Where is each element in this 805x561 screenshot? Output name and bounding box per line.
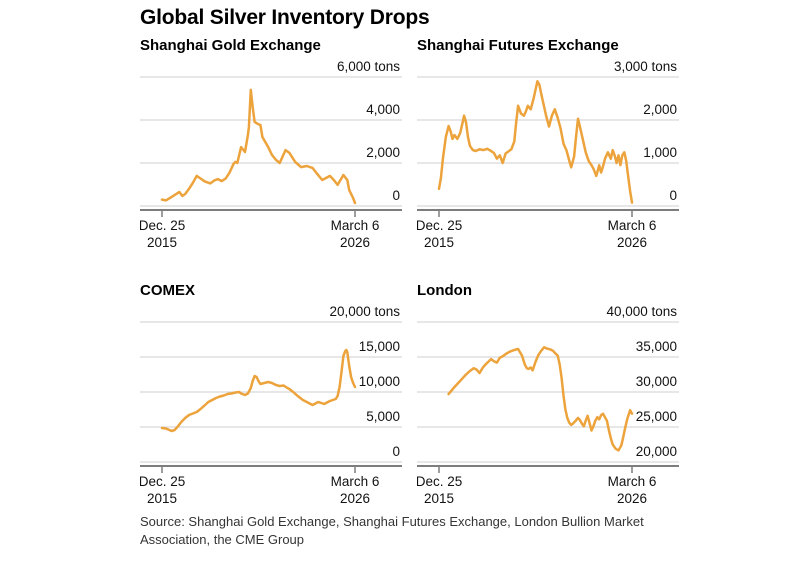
x-axis-tick-label: Dec. 25 — [140, 218, 185, 233]
x-axis-tick-sublabel: 2026 — [340, 491, 370, 506]
chart-canvas-shanghai-futures-exchange: 3,000 tons 2,000 1,000 0 Dec. 25 2015 March 6 2… — [417, 59, 679, 250]
x-axis-tick-sublabel: 2026 — [617, 491, 647, 506]
data-line — [447, 345, 634, 452]
y-axis-tick-label: 20,000 — [636, 444, 677, 459]
y-axis-tick-label: 4,000 — [366, 102, 400, 117]
source-note-line1: Source: Shanghai Gold Exchange, Shanghai… — [140, 514, 644, 529]
y-axis-tick-label: 5,000 — [366, 409, 400, 424]
x-axis-tick-label: Dec. 25 — [140, 474, 185, 489]
page-title: Global Silver Inventory Drops — [140, 6, 430, 29]
chart-title: Shanghai Gold Exchange — [140, 37, 321, 54]
x-axis-tick-sublabel: 2015 — [424, 491, 454, 506]
chart-title: COMEX — [140, 282, 196, 299]
x-axis-tick-sublabel: 2026 — [340, 235, 370, 250]
chart-comex: COMEX 20,000 tons 15,000 10,000 5,000 0 Dec. … — [140, 282, 402, 510]
source-note: Source: Shanghai Gold Exchange, Shanghai… — [140, 513, 644, 548]
data-line — [437, 80, 634, 204]
y-axis-tick-label: 2,000 — [366, 145, 400, 160]
data-line — [160, 88, 357, 205]
y-axis-tick-label: 2,000 — [643, 102, 677, 117]
chart-canvas-london: 40,000 tons 35,000 30,000 25,000 20,000 Dec. … — [417, 304, 679, 506]
y-axis-tick-label: 0 — [669, 188, 677, 203]
x-axis-tick-label: March 6 — [608, 218, 657, 233]
x-axis-tick-label: March 6 — [608, 474, 657, 489]
chart-canvas-comex: 20,000 tons 15,000 10,000 5,000 0 Dec. 25 2015… — [140, 304, 402, 506]
y-axis-tick-label: 3,000 tons — [614, 59, 677, 74]
y-axis-tick-label: 25,000 — [636, 409, 677, 424]
x-axis-tick-sublabel: 2026 — [617, 235, 647, 250]
x-axis-tick-sublabel: 2015 — [147, 491, 177, 506]
chart-title: London — [417, 282, 472, 299]
y-axis-tick-label: 1,000 — [643, 145, 677, 160]
data-line — [160, 348, 357, 433]
chart-title: Shanghai Futures Exchange — [417, 37, 619, 54]
source-note-line2: Association, the CME Group — [140, 531, 305, 547]
chart-canvas-shanghai-gold-exchange: 6,000 tons 4,000 2,000 0 Dec. 25 2015 March 6 2… — [140, 59, 402, 250]
x-axis-tick-label: March 6 — [331, 218, 380, 233]
y-axis-tick-label: 40,000 tons — [606, 304, 677, 319]
x-axis-tick-label: March 6 — [331, 474, 380, 489]
y-axis-tick-label: 30,000 — [636, 374, 677, 389]
x-axis-tick-label: Dec. 25 — [417, 474, 462, 489]
x-axis-tick-sublabel: 2015 — [424, 235, 454, 250]
x-axis-tick-sublabel: 2015 — [147, 235, 177, 250]
y-axis-tick-label: 6,000 tons — [337, 59, 400, 74]
y-axis-tick-label: 20,000 tons — [329, 304, 400, 319]
chart-london: London 40,000 tons 35,000 30,000 25,000 20,0… — [417, 282, 679, 510]
chart-shanghai-gold-exchange: Shanghai Gold Exchange 6,000 tons 4,000 2,… — [140, 37, 402, 254]
x-axis-tick-label: Dec. 25 — [417, 218, 462, 233]
y-axis-tick-label: 10,000 — [359, 374, 400, 389]
y-axis-tick-label: 35,000 — [636, 339, 677, 354]
y-axis-tick-label: 15,000 — [359, 339, 400, 354]
chart-shanghai-futures-exchange: Shanghai Futures Exchange 3,000 tons 2,00… — [417, 37, 679, 254]
y-axis-tick-label: 0 — [392, 188, 400, 203]
y-axis-tick-label: 0 — [392, 444, 400, 459]
